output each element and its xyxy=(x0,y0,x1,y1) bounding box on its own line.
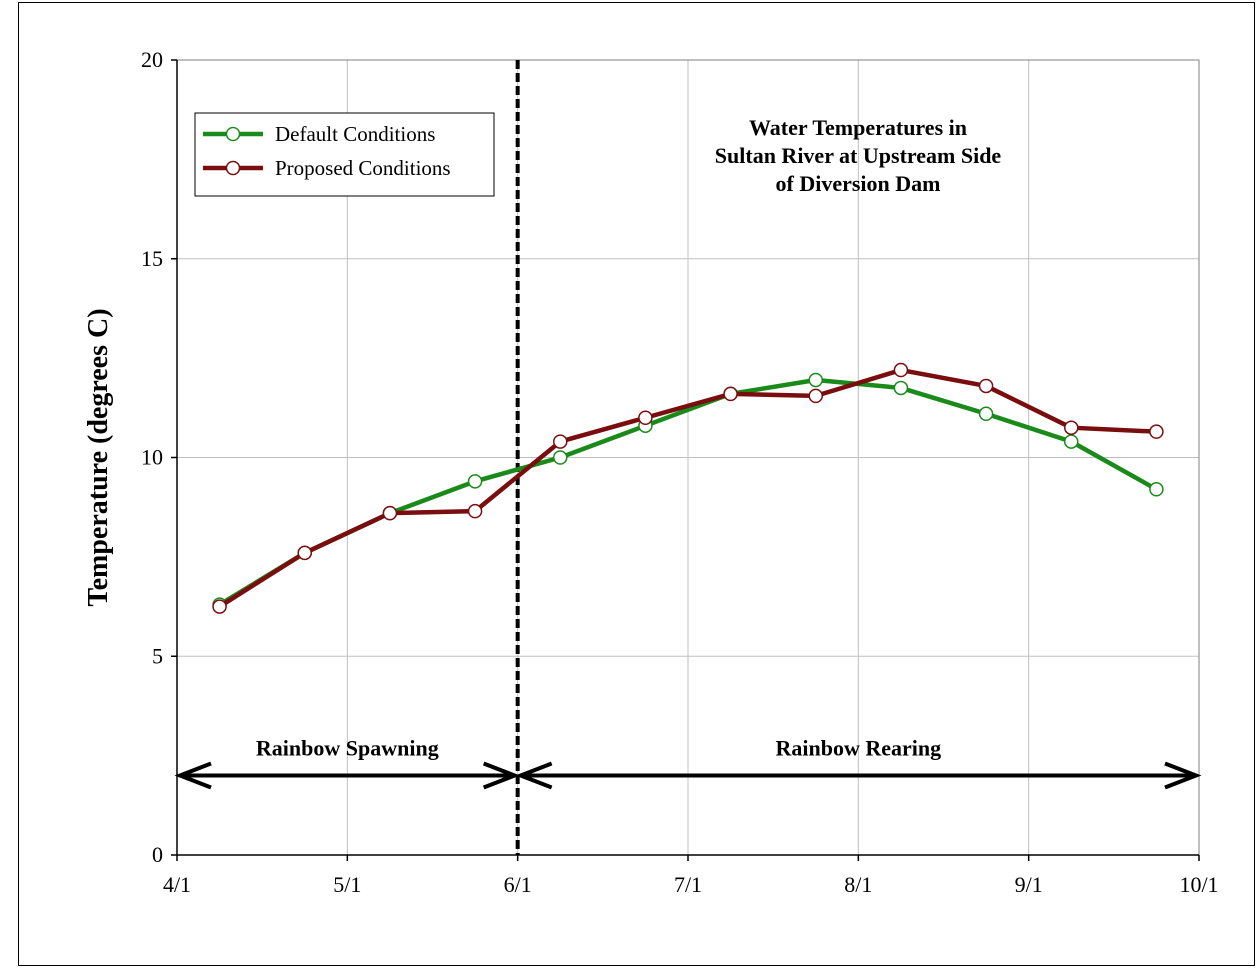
y-axis-label: Temperature (degrees C) xyxy=(83,308,114,606)
chart-frame xyxy=(18,2,1255,966)
spawning-arrow xyxy=(174,761,521,790)
legend-swatch-marker xyxy=(225,126,241,142)
data-point xyxy=(553,434,568,449)
chart-title-line: of Diversion Dam xyxy=(776,171,941,196)
data-point xyxy=(723,386,738,402)
data-point xyxy=(553,450,568,465)
legend-swatch-marker xyxy=(225,160,241,176)
data-point xyxy=(1149,424,1164,439)
spawning-arrow-left-head xyxy=(174,761,212,790)
data-point xyxy=(1149,482,1164,497)
annotations: Rainbow Spawning Rainbow Rearing xyxy=(174,60,1202,855)
x-tick-label: 6/1 xyxy=(504,872,532,897)
legend-label: Default Conditions xyxy=(275,122,435,146)
rearing-label: Rainbow Rearing xyxy=(776,736,942,761)
rearing-arrow-left-head xyxy=(515,761,553,790)
data-point xyxy=(978,378,994,394)
data-point xyxy=(212,599,227,614)
rearing-arrow-right-head xyxy=(1164,761,1202,790)
data-point xyxy=(893,380,909,396)
chart-title-line: Sultan River at Upstream Side xyxy=(715,143,1002,168)
data-point xyxy=(467,503,483,519)
x-tick-label: 9/1 xyxy=(1015,872,1043,897)
data-point xyxy=(893,362,909,378)
y-tick-label: 20 xyxy=(141,47,163,72)
spawning-arrow-right-head xyxy=(482,761,521,790)
x-tick-label: 8/1 xyxy=(844,872,872,897)
series xyxy=(212,362,1164,614)
data-point xyxy=(1064,434,1079,449)
data-point xyxy=(382,505,398,521)
x-tick-label: 10/1 xyxy=(1179,872,1218,897)
y-tick-label: 5 xyxy=(152,643,163,668)
data-point xyxy=(297,545,312,561)
rearing-arrow xyxy=(515,761,1202,790)
spawning-label: Rainbow Spawning xyxy=(256,736,439,761)
axes xyxy=(171,59,1200,861)
legend: Default Conditions Proposed Conditions xyxy=(194,112,495,197)
x-tick-label: 7/1 xyxy=(674,872,702,897)
chart-title: Water Temperatures in Sultan River at Ups… xyxy=(715,115,1002,196)
tick-labels: 0 5 10 15 20 4/1 5/1 6/1 7/1 8/1 9/1 10/1 xyxy=(141,47,1219,897)
legend-box xyxy=(194,112,495,197)
data-point xyxy=(808,372,823,388)
chart-title-line: Water Temperatures in xyxy=(749,115,967,140)
y-tick-label: 15 xyxy=(141,246,163,271)
data-point xyxy=(1064,420,1079,435)
y-tick-label: 0 xyxy=(152,842,163,867)
x-tick-label: 4/1 xyxy=(163,872,191,897)
legend-label: Proposed Conditions xyxy=(275,156,451,180)
y-tick-label: 10 xyxy=(141,445,163,470)
data-point xyxy=(467,474,483,489)
data-point xyxy=(978,406,994,422)
data-point xyxy=(808,388,823,404)
series-2 xyxy=(212,362,1164,614)
x-tick-label: 5/1 xyxy=(333,872,361,897)
series-line xyxy=(218,367,1157,609)
data-point xyxy=(638,410,653,425)
